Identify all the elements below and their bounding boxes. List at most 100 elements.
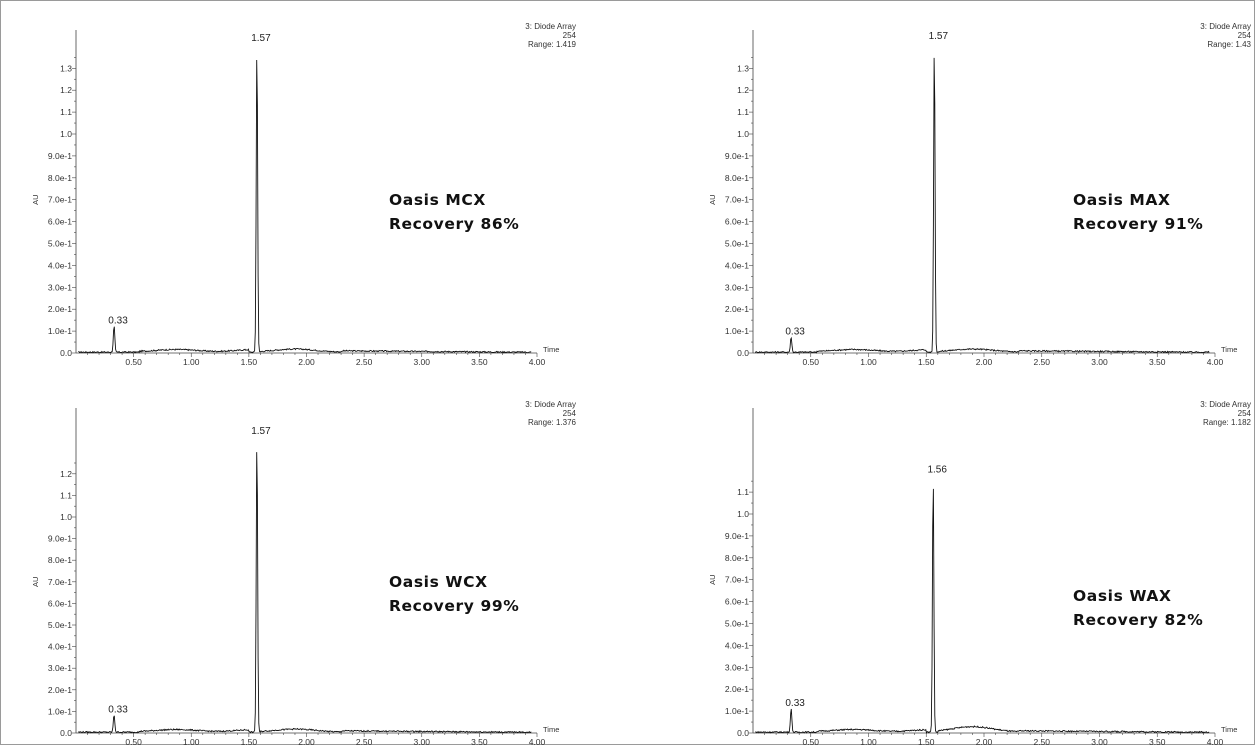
chromatogram-panel-top-left: 0.0 1.0e-1 2.0e-1 3.0e-1 4.0e-1 5.0e-1 6.0e-1 7… — [31, 22, 577, 367]
y-tick-label: 5.0e-1 — [48, 239, 72, 249]
y-tick-label: 2.0e-1 — [725, 684, 749, 694]
x-tick-label: 0.50 — [802, 737, 819, 747]
y-tick-label: 6.0e-1 — [48, 217, 72, 227]
x-tick-label: 4.00 — [529, 737, 546, 747]
x-tick-label: 1.50 — [241, 357, 258, 367]
y-tick-label: 5.0e-1 — [48, 620, 72, 630]
y-tick-label: 1.0 — [737, 129, 749, 139]
y-tick-label: 6.0e-1 — [725, 217, 749, 227]
chromatogram-trace — [755, 488, 1210, 734]
y-tick-label: 7.0e-1 — [48, 577, 72, 587]
x-tick-label: 4.00 — [529, 357, 546, 367]
y-tick-label: 0.0 — [60, 348, 72, 358]
x-tick-label: 2.50 — [356, 737, 373, 747]
chromatogram-trace — [78, 59, 532, 354]
x-tick-label: 1.00 — [860, 357, 877, 367]
x-tick-label: 3.50 — [471, 737, 488, 747]
y-tick-label: 1.0 — [737, 509, 749, 519]
x-tick-label: 1.00 — [183, 737, 200, 747]
column-name-label: Oasis MCX — [389, 191, 486, 209]
peak-label: 1.57 — [929, 31, 949, 42]
x-axis-title: Time — [543, 345, 559, 354]
y-tick-label: 8.0e-1 — [725, 173, 749, 183]
y-tick-label: 4.0e-1 — [48, 642, 72, 652]
y-tick-label: 1.2 — [737, 85, 749, 95]
y-tick-label: 6.0e-1 — [725, 597, 749, 607]
y-tick-label: 3.0e-1 — [48, 663, 72, 673]
y-tick-label: 8.0e-1 — [48, 555, 72, 565]
x-axis-title: Time — [1221, 725, 1237, 734]
x-axis-title: Time — [1221, 345, 1237, 354]
y-tick-label: 7.0e-1 — [48, 195, 72, 205]
peak-label: 0.33 — [108, 316, 128, 327]
wavelength-label: 254 — [563, 409, 577, 418]
y-tick-label: 1.2 — [60, 469, 72, 479]
chromatogram-panel-top-right: 0.0 1.0e-1 2.0e-1 3.0e-1 4.0e-1 5.0e-1 6.0e-1 7… — [708, 22, 1252, 367]
y-tick-label: 1.0e-1 — [725, 706, 749, 716]
y-tick-label: 2.0e-1 — [48, 685, 72, 695]
y-tick-label: 3.0e-1 — [725, 282, 749, 292]
x-tick-label: 0.50 — [802, 357, 819, 367]
chromatogram-panel-bottom-right: 0.0 1.0e-1 2.0e-1 3.0e-1 4.0e-1 5.0e-1 6.0e-1 7… — [708, 400, 1252, 747]
y-tick-label: 1.1 — [737, 107, 749, 117]
y-tick-label: 4.0e-1 — [725, 640, 749, 650]
x-tick-label: 1.00 — [183, 357, 200, 367]
y-axis-title: AU — [31, 577, 40, 587]
x-tick-label: 1.50 — [918, 737, 935, 747]
x-tick-label: 2.50 — [1033, 737, 1050, 747]
column-name-label: Oasis WCX — [389, 573, 488, 591]
y-tick-label: 2.0e-1 — [48, 304, 72, 314]
range-label: Range: 1.376 — [528, 418, 577, 427]
y-tick-label: 1.0e-1 — [48, 326, 72, 336]
y-tick-label: 3.0e-1 — [725, 662, 749, 672]
y-tick-label: 1.0e-1 — [725, 326, 749, 336]
y-tick-label: 5.0e-1 — [725, 619, 749, 629]
wavelength-label: 254 — [1238, 31, 1252, 40]
y-tick-label: 7.0e-1 — [725, 195, 749, 205]
x-tick-label: 2.00 — [298, 737, 315, 747]
wavelength-label: 254 — [1238, 409, 1252, 418]
recovery-label: Recovery 99% — [389, 597, 519, 615]
x-tick-label: 0.50 — [125, 357, 142, 367]
range-label: Range: 1.43 — [1207, 40, 1251, 49]
y-tick-label: 1.3 — [737, 63, 749, 73]
y-tick-label: 0.0 — [737, 728, 749, 738]
x-tick-label: 3.50 — [1149, 737, 1166, 747]
y-tick-label: 9.0e-1 — [725, 151, 749, 161]
x-tick-label: 0.50 — [125, 737, 142, 747]
x-axis-title: Time — [543, 725, 559, 734]
y-tick-label: 9.0e-1 — [725, 531, 749, 541]
y-tick-label: 2.0e-1 — [725, 304, 749, 314]
y-tick-label: 1.1 — [737, 487, 749, 497]
column-name-label: Oasis MAX — [1073, 191, 1171, 209]
peak-label: 1.57 — [251, 426, 271, 437]
detector-label: 3: Diode Array — [1200, 400, 1251, 409]
y-tick-label: 9.0e-1 — [48, 534, 72, 544]
y-tick-label: 4.0e-1 — [48, 260, 72, 270]
x-tick-label: 3.00 — [1091, 737, 1108, 747]
detector-label: 3: Diode Array — [1200, 22, 1251, 31]
x-tick-label: 2.00 — [976, 737, 993, 747]
y-tick-label: 1.3 — [60, 63, 72, 73]
x-tick-label: 4.00 — [1207, 357, 1224, 367]
x-tick-label: 2.50 — [356, 357, 373, 367]
peak-label: 0.33 — [785, 698, 805, 709]
y-tick-label: 1.1 — [60, 490, 72, 500]
recovery-label: Recovery 82% — [1073, 611, 1203, 629]
recovery-label: Recovery 86% — [389, 215, 519, 233]
y-tick-label: 5.0e-1 — [725, 239, 749, 249]
peak-label: 0.33 — [108, 705, 128, 716]
y-tick-label: 0.0 — [737, 348, 749, 358]
y-axis-title: AU — [708, 574, 717, 584]
y-tick-label: 3.0e-1 — [48, 282, 72, 292]
y-tick-label: 0.0 — [60, 728, 72, 738]
x-tick-label: 3.50 — [1149, 357, 1166, 367]
peak-label: 1.56 — [927, 465, 947, 476]
y-tick-label: 7.0e-1 — [725, 575, 749, 585]
y-tick-label: 1.1 — [60, 107, 72, 117]
y-tick-label: 8.0e-1 — [48, 173, 72, 183]
y-tick-label: 1.0e-1 — [48, 706, 72, 716]
chromatogram-trace — [78, 452, 532, 734]
